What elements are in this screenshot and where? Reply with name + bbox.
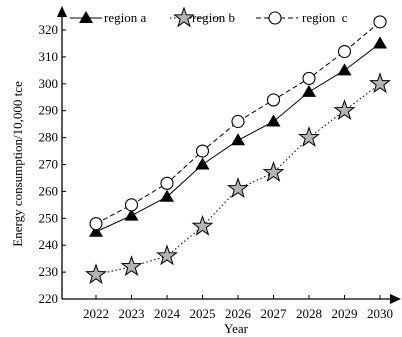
y-tick-label: 280	[39, 130, 59, 145]
data-point-star	[369, 72, 391, 94]
data-point-triangle	[231, 133, 245, 146]
legend-label: region b	[192, 10, 235, 25]
data-point-circle	[337, 44, 352, 59]
data-point-triangle	[195, 157, 210, 170]
axes	[57, 6, 401, 304]
data-point-star	[191, 214, 214, 236]
data-point-triangle	[124, 208, 139, 221]
data-point-star	[120, 255, 143, 277]
y-axis-arrow	[57, 6, 67, 17]
y-tick-label: 310	[39, 49, 59, 64]
series-2	[85, 72, 391, 285]
x-tick-label: 2025	[190, 306, 216, 321]
data-point-circle	[268, 11, 282, 25]
data-point-triangle	[266, 114, 281, 127]
x-tick-label: 2026	[225, 306, 252, 321]
legend-item-1: region a	[70, 10, 146, 25]
x-tick-label: 2029	[332, 306, 358, 321]
data-point-circle	[373, 15, 387, 29]
data-point-circle	[266, 93, 281, 107]
y-tick-label: 300	[39, 76, 59, 91]
y-tick-label: 270	[39, 157, 59, 172]
legend-item-3: region c	[256, 10, 348, 25]
data-point-circle	[302, 71, 316, 85]
data-point-circle	[195, 144, 210, 158]
y-tick-label: 320	[39, 22, 59, 37]
x-axis-arrow	[390, 294, 401, 304]
data-point-triangle	[337, 63, 352, 76]
data-point-star	[173, 6, 195, 28]
y-tick-label: 220	[39, 291, 59, 306]
legend-item-2: region b	[170, 6, 235, 28]
series-layer	[85, 15, 391, 285]
data-point-star	[298, 126, 320, 147]
x-tick-label: 2028	[296, 306, 322, 321]
x-tick-label: 2024	[154, 306, 181, 321]
x-tick-label: 2023	[119, 306, 145, 321]
y-tick-label: 260	[39, 183, 59, 198]
data-point-triangle	[302, 84, 316, 97]
series-1	[89, 36, 387, 237]
legend-label: region c	[302, 10, 348, 25]
data-point-star	[333, 99, 356, 121]
series-3	[89, 15, 387, 231]
series-line	[95, 21, 381, 225]
data-point-circle	[160, 176, 174, 190]
x-tick-label: 2030	[367, 306, 393, 321]
data-point-star	[156, 244, 178, 266]
legend-label: region a	[104, 10, 146, 25]
y-tick-label: 240	[39, 237, 59, 252]
data-point-star	[262, 161, 285, 182]
x-tick-label: 2027	[261, 306, 288, 321]
data-point-star	[227, 177, 249, 199]
data-point-star	[85, 263, 107, 285]
series-line	[95, 83, 381, 276]
legend: region a region b region c	[70, 6, 348, 28]
x-axis-title: Year	[224, 321, 249, 336]
x-tick-label: 2022	[83, 306, 109, 321]
y-tick-label: 230	[39, 264, 59, 279]
data-point-triangle	[373, 36, 387, 49]
data-point-circle	[124, 198, 139, 212]
y-axis-title: Energy consumption/10,000 tce	[10, 81, 25, 247]
y-tick-label: 250	[39, 210, 59, 225]
data-point-triangle	[89, 224, 103, 237]
y-tick-label: 290	[39, 103, 59, 118]
data-point-triangle	[160, 189, 174, 202]
data-point-circle	[89, 217, 103, 231]
data-point-triangle	[79, 11, 93, 23]
tick-labels: 220 230 240 250 260 270 280 290 300 310 320 2022 202…	[39, 22, 394, 321]
data-point-circle	[231, 114, 245, 129]
